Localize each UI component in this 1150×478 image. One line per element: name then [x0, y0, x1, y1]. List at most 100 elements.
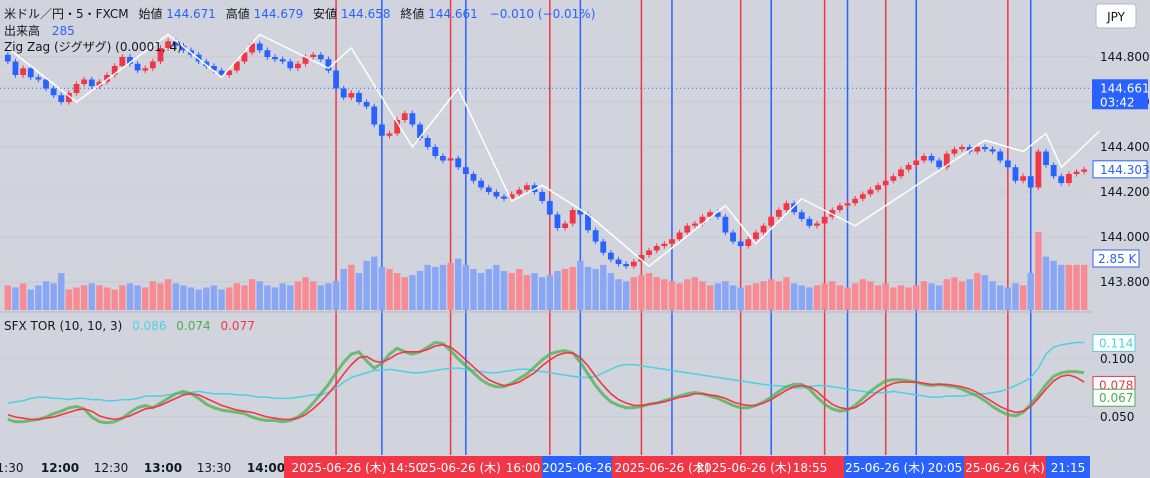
candle-body — [966, 147, 973, 152]
volume-bar — [180, 285, 187, 310]
candle-body — [760, 225, 767, 233]
volume-bar — [88, 283, 95, 310]
candle-body — [1012, 167, 1019, 181]
candle-body — [508, 194, 515, 199]
candle-body — [577, 210, 584, 215]
volume-bar — [607, 273, 615, 310]
candle-body — [539, 192, 546, 201]
candle-body — [1020, 176, 1027, 181]
candle-body — [837, 205, 843, 210]
candle-body — [646, 250, 652, 255]
volume-bar — [218, 289, 225, 310]
volume-bar — [821, 283, 828, 310]
volume-bar — [195, 289, 202, 310]
indicator-line-green — [7, 340, 1085, 425]
chart-legend: 米ドル／円・5・FXCM 始値 144.671 高値 144.679 安値 14… — [4, 6, 595, 54]
volume-bar — [584, 266, 592, 310]
candle-body — [378, 124, 385, 136]
candle-body — [409, 113, 416, 125]
time-segment-label: 25-06-26 (木) — [421, 461, 501, 475]
volume-bar — [103, 287, 111, 310]
candle-body — [684, 225, 691, 233]
legend-line-2: 出来高 285 — [4, 23, 75, 38]
volume-bar — [50, 283, 57, 310]
candle-body — [363, 102, 370, 107]
volume-bar — [35, 285, 42, 310]
volume-bar — [432, 266, 439, 310]
volume-bar — [1080, 264, 1088, 310]
time-segment — [612, 456, 712, 478]
volume-bar — [1035, 232, 1042, 310]
volume-bar — [1012, 283, 1019, 310]
volume-bar — [920, 281, 928, 310]
time-segment-label: 2025-06-26 (木) — [697, 461, 792, 475]
candle-body — [974, 147, 981, 152]
volume-bar — [73, 287, 80, 310]
candle-body — [104, 75, 110, 82]
volume-bar — [241, 285, 248, 310]
time-segment-label: 14:50 — [389, 461, 424, 475]
candle-body — [730, 232, 736, 242]
candle-body — [134, 63, 141, 71]
volume-bar — [477, 273, 485, 310]
time-axis[interactable]: 1:30 12:00 12:30 13:00 13:30 14:00 2025-06-26 … — [0, 456, 1090, 478]
volume-bar — [577, 260, 584, 310]
volume-bar — [65, 289, 73, 310]
candle-body — [493, 192, 500, 197]
candle-body — [447, 158, 454, 161]
time-segment — [418, 456, 504, 478]
candle-body — [394, 120, 401, 134]
currency-button-label: JPY — [1106, 10, 1126, 24]
zigzag-label: Zig Zag (ジグザグ) (0.0001, 4) — [4, 40, 182, 54]
currency-button[interactable]: JPY — [1095, 3, 1137, 29]
candle-body — [119, 57, 126, 66]
candle-body — [722, 216, 729, 233]
candle-body — [333, 70, 339, 89]
volume-bar — [1004, 287, 1012, 310]
candle-body — [157, 48, 164, 62]
candle-body — [81, 79, 88, 84]
close-label: 終値 — [400, 6, 424, 21]
volume-bar — [958, 281, 966, 310]
time-segment — [1046, 456, 1090, 478]
candle-body — [592, 230, 599, 242]
candle-body — [524, 185, 530, 190]
symbol-label: 米ドル／円・5・FXCM — [4, 7, 129, 21]
volume-bar — [233, 283, 241, 310]
candle-body — [844, 203, 851, 206]
candle-body — [852, 198, 859, 204]
volume-bar — [500, 271, 508, 310]
volume-bar — [172, 283, 179, 310]
volume-bar — [126, 283, 134, 310]
candle-body — [745, 239, 752, 246]
candle-body — [1081, 169, 1088, 172]
time-segment-label: 25-06-26 (木) — [845, 461, 925, 475]
volume-bar — [264, 285, 271, 310]
price-axis[interactable]: 144.800144.600144.400144.200144.000143.8… — [1092, 50, 1150, 289]
time-tick-label: 13:00 — [144, 461, 182, 475]
candle-body — [997, 151, 1004, 161]
indicator-value-tag-label: 0.114 — [1099, 336, 1133, 350]
volume-bar — [722, 281, 729, 310]
candle-body — [737, 241, 744, 246]
candle-body — [905, 165, 912, 170]
candle-body — [898, 169, 904, 177]
volume-bar — [424, 264, 431, 310]
volume-bar — [745, 285, 752, 310]
candle-body — [607, 252, 614, 260]
candle-body — [226, 70, 233, 75]
candlesticks — [4, 38, 1088, 269]
candle-body — [630, 261, 637, 267]
volume-bar — [386, 268, 393, 310]
candle-body — [348, 93, 355, 98]
volume-bar — [149, 281, 157, 310]
volume-bar — [134, 285, 141, 310]
volume-bar — [363, 260, 370, 310]
volume-bar — [790, 283, 798, 310]
candle-body — [43, 79, 49, 89]
candle-body — [699, 216, 706, 224]
price-tick-label: 144.800 — [1100, 50, 1150, 64]
volume-bar — [630, 277, 637, 310]
